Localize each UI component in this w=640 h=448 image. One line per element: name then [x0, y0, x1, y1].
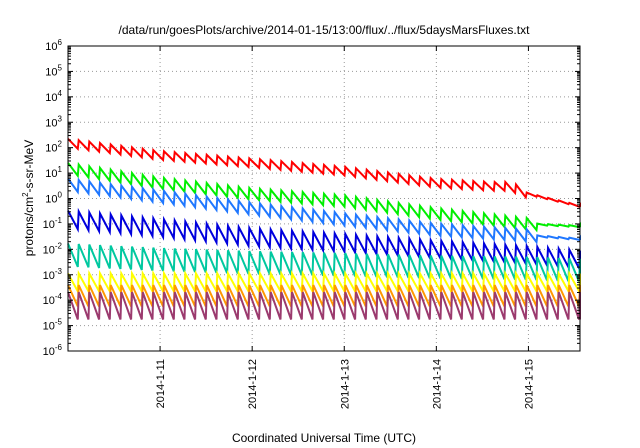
y-tick-label: 106: [45, 38, 62, 53]
y-tick-base: 10: [45, 92, 57, 104]
y-label-superscript: 2: [21, 192, 30, 197]
series-line-6: [67, 269, 581, 295]
y-tick-label: 102: [45, 140, 62, 155]
y-tick-base: 10: [45, 41, 57, 53]
chart-title: /data/run/goesPlots/archive/2014-01-15/1…: [119, 23, 531, 37]
series-line-2: [67, 161, 581, 233]
y-tick-label: 101: [45, 165, 62, 180]
y-tick-label: 10-4: [43, 292, 63, 307]
x-axis: 2014-1-11 2014-1-12 2014-1-13 2014-1-14 2014…: [155, 46, 535, 409]
y-tick-exponent: 5: [58, 63, 63, 72]
y-tick-label: 103: [45, 114, 62, 129]
y-tick-label: 105: [45, 63, 62, 78]
y-tick-exponent: 6: [58, 38, 63, 47]
y-tick-exponent: -2: [55, 241, 63, 250]
series-line-4: [67, 207, 581, 273]
y-tick-base: 10: [43, 270, 55, 282]
y-tick-exponent: 3: [58, 114, 63, 123]
y-tick-base: 10: [45, 194, 57, 206]
series-line-3: [67, 177, 581, 245]
y-label-part-1: protons/cm: [22, 197, 36, 256]
y-tick-exponent: 0: [58, 191, 63, 200]
y-tick-exponent: -5: [55, 318, 63, 327]
y-tick-base: 10: [43, 346, 55, 358]
series-line-7: [67, 284, 581, 307]
y-tick-label: 10-6: [43, 343, 63, 358]
y-tick-base: 10: [43, 295, 55, 307]
series-line-8: [67, 291, 581, 320]
series-line-5: [67, 243, 581, 283]
y-tick-base: 10: [43, 219, 55, 231]
y-tick-exponent: -6: [55, 343, 63, 352]
y-tick-exponent: -4: [55, 292, 63, 301]
series-line-1: [67, 137, 581, 208]
x-axis-label: Coordinated Universal Time (UTC): [232, 431, 416, 445]
y-tick-label: 100: [45, 191, 62, 206]
y-tick-label: 10-3: [43, 267, 63, 282]
y-tick-label: 10-2: [43, 241, 63, 256]
y-tick-exponent: -1: [55, 216, 63, 225]
x-tick-label: 2014-1-13: [339, 359, 351, 409]
y-tick-exponent: 2: [58, 140, 63, 149]
y-tick-exponent: 4: [58, 89, 63, 98]
x-tick-label: 2014-1-15: [523, 359, 535, 409]
y-tick-base: 10: [45, 143, 57, 155]
y-tick-base: 10: [43, 321, 55, 333]
x-tick-label: 2014-1-14: [431, 359, 443, 409]
y-tick-exponent: 1: [58, 165, 63, 174]
y-tick-base: 10: [43, 244, 55, 256]
y-label-part-2: -s-sr-MeV: [22, 140, 36, 193]
y-tick-label: 104: [45, 89, 62, 104]
y-tick-label: 10-5: [43, 318, 63, 333]
y-axis: 10-610-510-410-310-210-11001011021031041…: [43, 38, 580, 358]
x-tick-label: 2014-1-11: [155, 359, 167, 408]
y-tick-label: 10-1: [43, 216, 63, 231]
y-axis-label: protons/cm2-s-sr-MeV: [21, 140, 36, 256]
y-tick-exponent: -3: [55, 267, 63, 276]
x-tick-label: 2014-1-12: [247, 359, 259, 409]
y-tick-base: 10: [45, 66, 57, 78]
series-group: [67, 137, 581, 320]
y-tick-base: 10: [45, 117, 57, 129]
y-tick-base: 10: [45, 168, 57, 180]
